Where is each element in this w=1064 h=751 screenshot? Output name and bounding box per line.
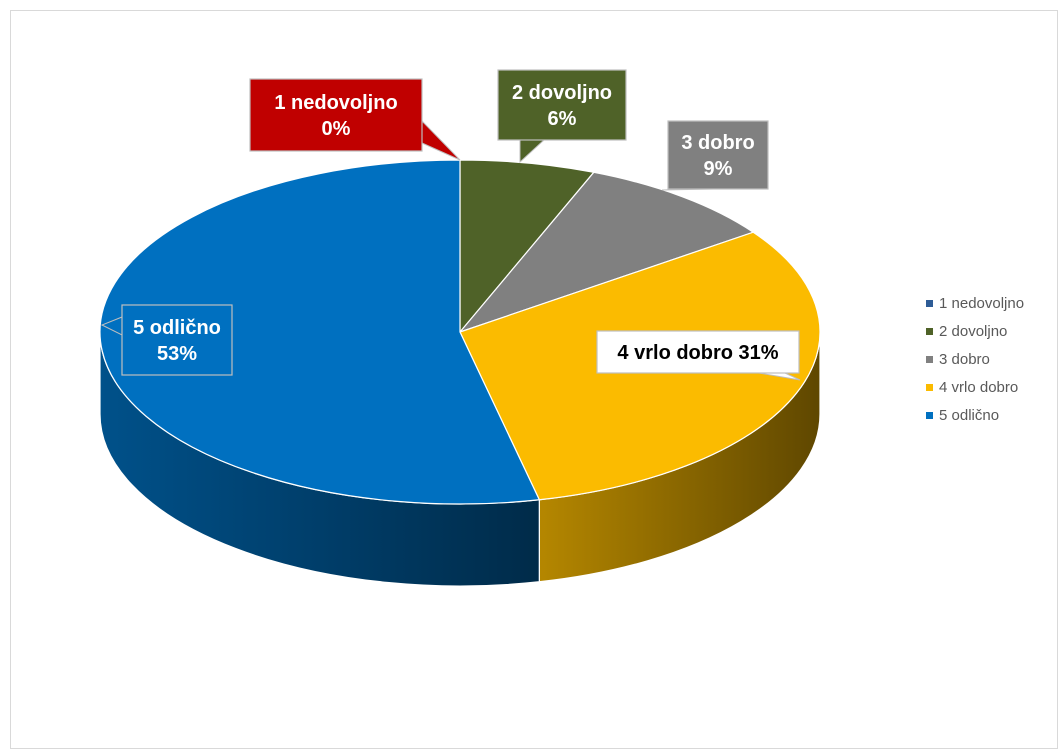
data-label-5-odlicno-text-1: 5 odlično — [133, 317, 221, 339]
data-label-2-dovoljno: 2 dovoljno 6% — [497, 69, 627, 164]
legend-swatch — [926, 383, 933, 391]
legend-label: 1 nedovoljno — [939, 294, 1025, 312]
legend-label: 2 dovoljno — [939, 322, 1008, 340]
pie-slice-3-dobro — [458, 171, 755, 334]
legend-item-2-dovoljno: 2 dovoljno — [926, 317, 1024, 345]
data-label-2-dovoljno-text-1: 2 dovoljno — [512, 82, 612, 104]
legend-swatch — [926, 327, 933, 335]
legend-item-4-vrlo-dobro: 4 vrlo dobro — [926, 373, 1024, 401]
data-label-2-dovoljno-box — [497, 69, 627, 141]
legend-item-3-dobro: 3 dobro — [926, 345, 1024, 373]
pie-slice-5-odlicno — [99, 159, 541, 505]
legend-label: 4 vrlo dobro — [939, 378, 1019, 396]
data-label-1-nedovoljno: 1 nedovoljno 0% — [249, 78, 461, 161]
data-label-4-vrlo-dobro-box — [596, 330, 800, 374]
data-label-2-dovoljno-text-2: 6% — [548, 108, 577, 130]
legend-label: 5 odlično — [939, 406, 1000, 424]
data-label-3-dobro-text-1: 3 dobro — [681, 132, 754, 154]
legend-swatch — [926, 299, 933, 307]
data-label-1-nedovoljno-pointer — [421, 119, 461, 161]
data-label-3-dobro: 3 dobro 9% — [661, 120, 769, 191]
data-label-5-odlicno: 5 odlično 53% — [100, 304, 233, 376]
data-label-4-vrlo-dobro-text-1: 4 vrlo dobro 31% — [617, 342, 778, 364]
data-label-1-nedovoljno-box — [249, 78, 423, 152]
data-label-4-vrlo-dobro: 4 vrlo dobro 31% — [596, 330, 801, 381]
data-label-1-nedovoljno-text-1: 1 nedovoljno — [274, 92, 397, 114]
legend-swatch — [926, 411, 933, 419]
data-label-3-dobro-box — [667, 120, 769, 190]
legend-swatch — [926, 355, 933, 363]
legend-label: 3 dobro — [939, 350, 990, 368]
legend-item-1-nedovoljno: 1 nedovoljno — [926, 289, 1024, 317]
data-label-2-dovoljno-pointer — [519, 139, 546, 164]
pie-slice-2-dovoljno — [459, 159, 595, 334]
data-label-3-dobro-text-2: 9% — [704, 158, 733, 180]
chart-legend: 1 nedovoljno 2 dovoljno 3 dobro 4 vrlo dobr… — [926, 289, 1024, 429]
data-label-5-odlicno-box — [121, 304, 233, 376]
legend-item-5-odlicno: 5 odlično — [926, 401, 1024, 429]
data-label-1-nedovoljno-text-2: 0% — [322, 118, 351, 140]
data-label-5-odlicno-text-2: 53% — [157, 343, 197, 365]
